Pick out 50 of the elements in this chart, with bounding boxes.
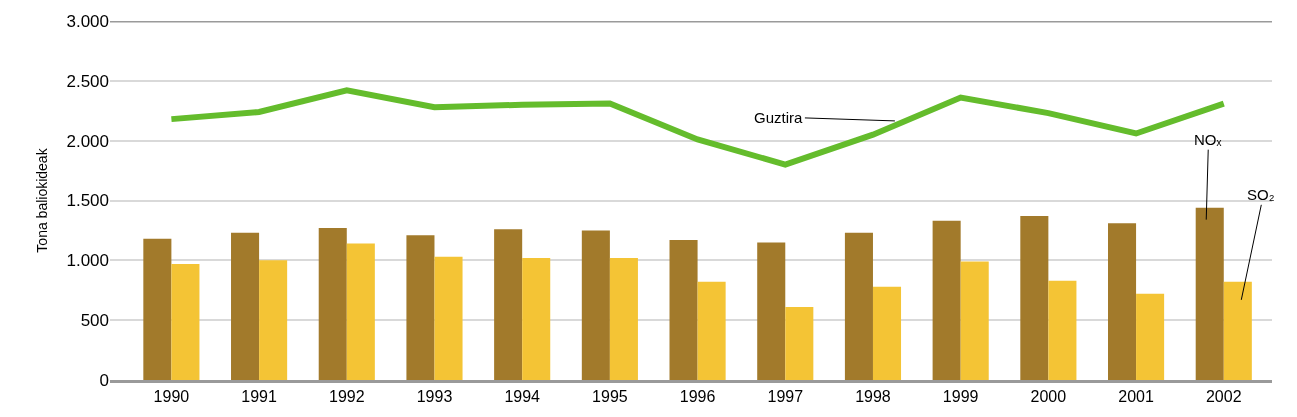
bar: [1108, 223, 1137, 380]
x-tick-label: 2002: [1205, 388, 1242, 406]
series-label: Guztira: [754, 109, 803, 126]
x-tick-label: 1997: [767, 388, 804, 406]
bar: [494, 229, 523, 380]
bar: [318, 228, 347, 380]
x-tick-label: 1993: [416, 388, 453, 406]
bar: [259, 260, 288, 380]
bar: [1136, 293, 1165, 380]
bar: [844, 232, 873, 380]
y-tick-label: 2.500: [66, 71, 109, 91]
bar: [757, 242, 786, 380]
x-tick-label: 1998: [855, 388, 891, 406]
text: SO₂: [1247, 186, 1275, 203]
x-tick-label: 1996: [679, 388, 716, 406]
x-tick-label: 1992: [328, 388, 365, 406]
bar: [1195, 207, 1224, 380]
text: NOₓ: [1194, 131, 1222, 148]
x-tick-label: 2000: [1030, 388, 1067, 406]
y-tick-label: 0: [99, 370, 109, 390]
bar: [143, 238, 172, 380]
bar: [785, 307, 814, 380]
bar: [346, 243, 375, 380]
y-tick-label: 2.000: [66, 131, 109, 151]
x-tick-label: 1995: [592, 388, 628, 406]
bar: [171, 263, 200, 380]
x-tick-label: 1994: [504, 388, 541, 406]
x-tick-label: 1999: [942, 388, 979, 406]
y-tick-label: 3.000: [66, 11, 109, 31]
bar: [522, 257, 551, 380]
bar: [231, 232, 260, 380]
bar: [932, 220, 961, 380]
y-axis-title: Tona baliokideak: [34, 147, 51, 253]
bar: [434, 256, 463, 380]
bar: [872, 286, 902, 380]
bar: [1223, 281, 1252, 380]
bar: [581, 230, 610, 380]
x-tick-label: 1991: [241, 388, 277, 406]
bar: [406, 235, 435, 380]
y-tick-label: 1.500: [66, 191, 109, 211]
x-tick-label: 1990: [153, 388, 190, 406]
x-tick-label: 2001: [1118, 388, 1154, 406]
bar: [960, 261, 989, 380]
y-tick-label: 1.000: [66, 251, 109, 271]
bar: [609, 257, 638, 380]
bar: [669, 239, 698, 380]
bar: [1048, 280, 1077, 380]
bar: [1020, 216, 1049, 380]
bar: [697, 281, 726, 380]
y-tick-label: 500: [80, 311, 109, 331]
